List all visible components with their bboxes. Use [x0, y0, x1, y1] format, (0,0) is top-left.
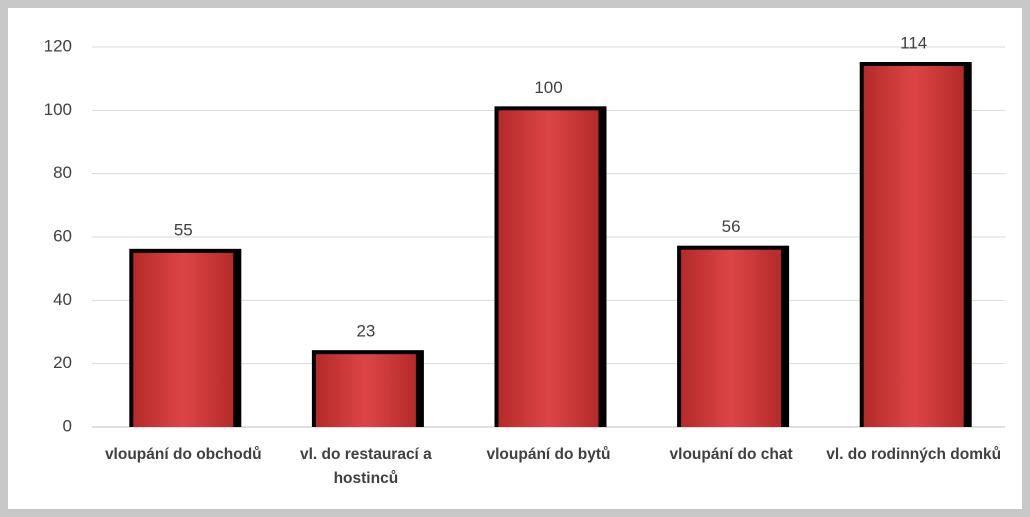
- x-tick-label: vloupání do chat: [669, 446, 793, 463]
- x-tick-label: vl. do restaurací a hostinců: [299, 446, 432, 487]
- y-tick-label: 60: [53, 226, 72, 245]
- bar: [498, 110, 599, 427]
- bar: [863, 66, 964, 427]
- bar: [681, 249, 782, 427]
- data-label: 100: [534, 78, 562, 97]
- y-tick-label: 100: [44, 100, 72, 119]
- y-tick-label: 80: [53, 163, 72, 182]
- y-tick-label: 40: [53, 290, 72, 309]
- data-label: 23: [356, 322, 375, 341]
- data-label: 55: [174, 220, 193, 239]
- y-tick-label: 0: [63, 416, 72, 435]
- y-tick-label: 120: [44, 36, 72, 55]
- data-label: 114: [900, 33, 927, 52]
- bar: [315, 354, 416, 427]
- x-tick-label: vl. do rodinných domků: [826, 446, 1002, 463]
- data-label: 56: [722, 217, 741, 236]
- x-tick-label: vloupání do obchodů: [104, 446, 262, 463]
- bar: [133, 252, 234, 427]
- y-tick-label: 20: [53, 353, 72, 372]
- x-tick-label: vloupání do bytů: [486, 446, 611, 463]
